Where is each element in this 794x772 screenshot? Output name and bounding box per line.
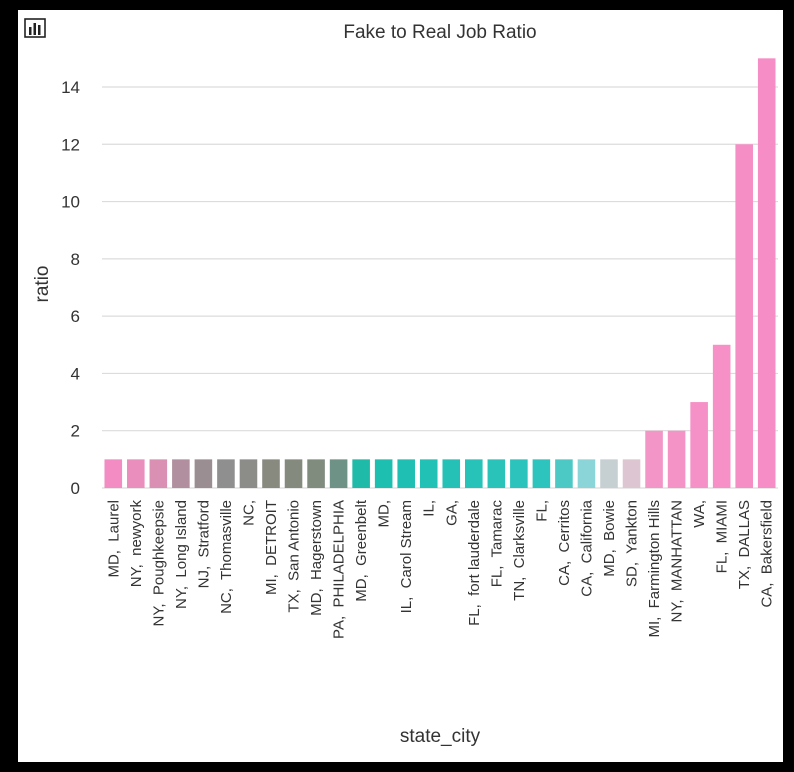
bar [712,344,731,488]
x-tick-labels: MD, Laurel NY, newyork NY, Poughkeepsie NY,… [105,499,775,639]
x-tick-label: NY, Poughkeepsie [150,500,167,626]
bar [419,459,438,488]
y-tick-label: 6 [71,307,80,326]
bar [487,459,506,488]
x-tick-label: WA, [691,500,708,528]
x-tick-label: IL, [421,500,438,517]
bar [465,459,483,488]
bar [262,459,280,488]
y-tick-label: 2 [71,422,80,441]
x-tick-label: TX, San Antonio [286,500,303,613]
y-tick-label: 10 [61,193,80,212]
bar [284,459,303,488]
x-tick-label: FL, [533,500,550,522]
bar [667,430,686,488]
bar-chart: Fake to Real Job Ratio 0 2 4 6 8 10 12 14 MD, L… [32,22,778,747]
bar [194,459,213,488]
y-tick-label: 12 [61,135,80,154]
y-tick-label: 4 [71,364,80,383]
bar [555,459,573,488]
x-tick-label: MD, Bowie [601,500,618,577]
x-tick-label: CA, California [578,499,595,596]
bar-chart-icon[interactable] [24,18,46,38]
y-tick-labels: 0 2 4 6 8 10 12 14 [61,78,80,498]
x-tick-label: MI, DETROIT [263,500,280,595]
bar [307,459,325,488]
bar [374,459,393,488]
x-tick-label: MD, [376,500,393,528]
bar [217,459,235,488]
x-tick-label: MD, Greenbelt [353,499,370,602]
bar [127,459,145,488]
bar [329,459,348,488]
bar [645,430,663,488]
bar [510,459,528,488]
chart-title: Fake to Real Job Ratio [343,22,536,43]
x-tick-label: NY, Long Island [173,500,190,609]
x-tick-label: MD, Laurel [105,500,122,578]
gridlines [102,86,778,489]
x-tick-label: CA, Cerritos [556,500,573,586]
bar [149,459,168,488]
bar [600,459,618,488]
x-tick-label: TX, DALLAS [736,500,753,589]
x-tick-label: MI, Farmington Hills [646,500,663,638]
bar [532,459,551,488]
x-tick-label: PA, PHILADELPHIA [331,500,348,639]
bars [104,58,776,489]
bar [735,144,753,489]
x-tick-label: NY, MANHATTAN [669,500,686,623]
bar [352,459,370,488]
x-tick-label: FL, fort lauderdale [466,500,483,626]
bar [757,58,776,489]
bar [104,459,123,488]
x-tick-label: FL, MIAMI [714,500,731,573]
x-tick-label: TN, Clarksville [511,500,528,601]
chart-panel: Fake to Real Job Ratio 0 2 4 6 8 10 12 14 MD, L… [18,10,783,762]
bar [690,402,708,488]
x-tick-label: FL, Tamarac [488,500,505,588]
x-tick-label: NC, Thomasville [218,500,235,614]
bar [172,459,190,488]
x-axis-label: state_city [400,726,481,747]
x-tick-label: CA, Bakersfield [759,500,776,608]
y-axis-label: ratio [32,266,53,303]
x-tick-label: NY, newyork [128,500,145,588]
bar [397,459,415,488]
x-tick-label: MD, Hagerstown [308,500,325,616]
y-tick-label: 0 [71,479,80,498]
x-tick-label: NJ, Stratford [195,500,212,588]
x-tick-label: SD, Yankton [624,500,641,587]
bar [442,459,461,488]
bar [622,459,641,488]
y-tick-label: 8 [71,250,80,269]
y-tick-label: 14 [61,78,80,97]
bar [239,459,258,488]
x-tick-label: IL, Carol Stream [398,500,415,613]
bar [577,459,596,488]
x-tick-label: NC, [240,500,257,526]
x-tick-label: GA, [443,500,460,526]
